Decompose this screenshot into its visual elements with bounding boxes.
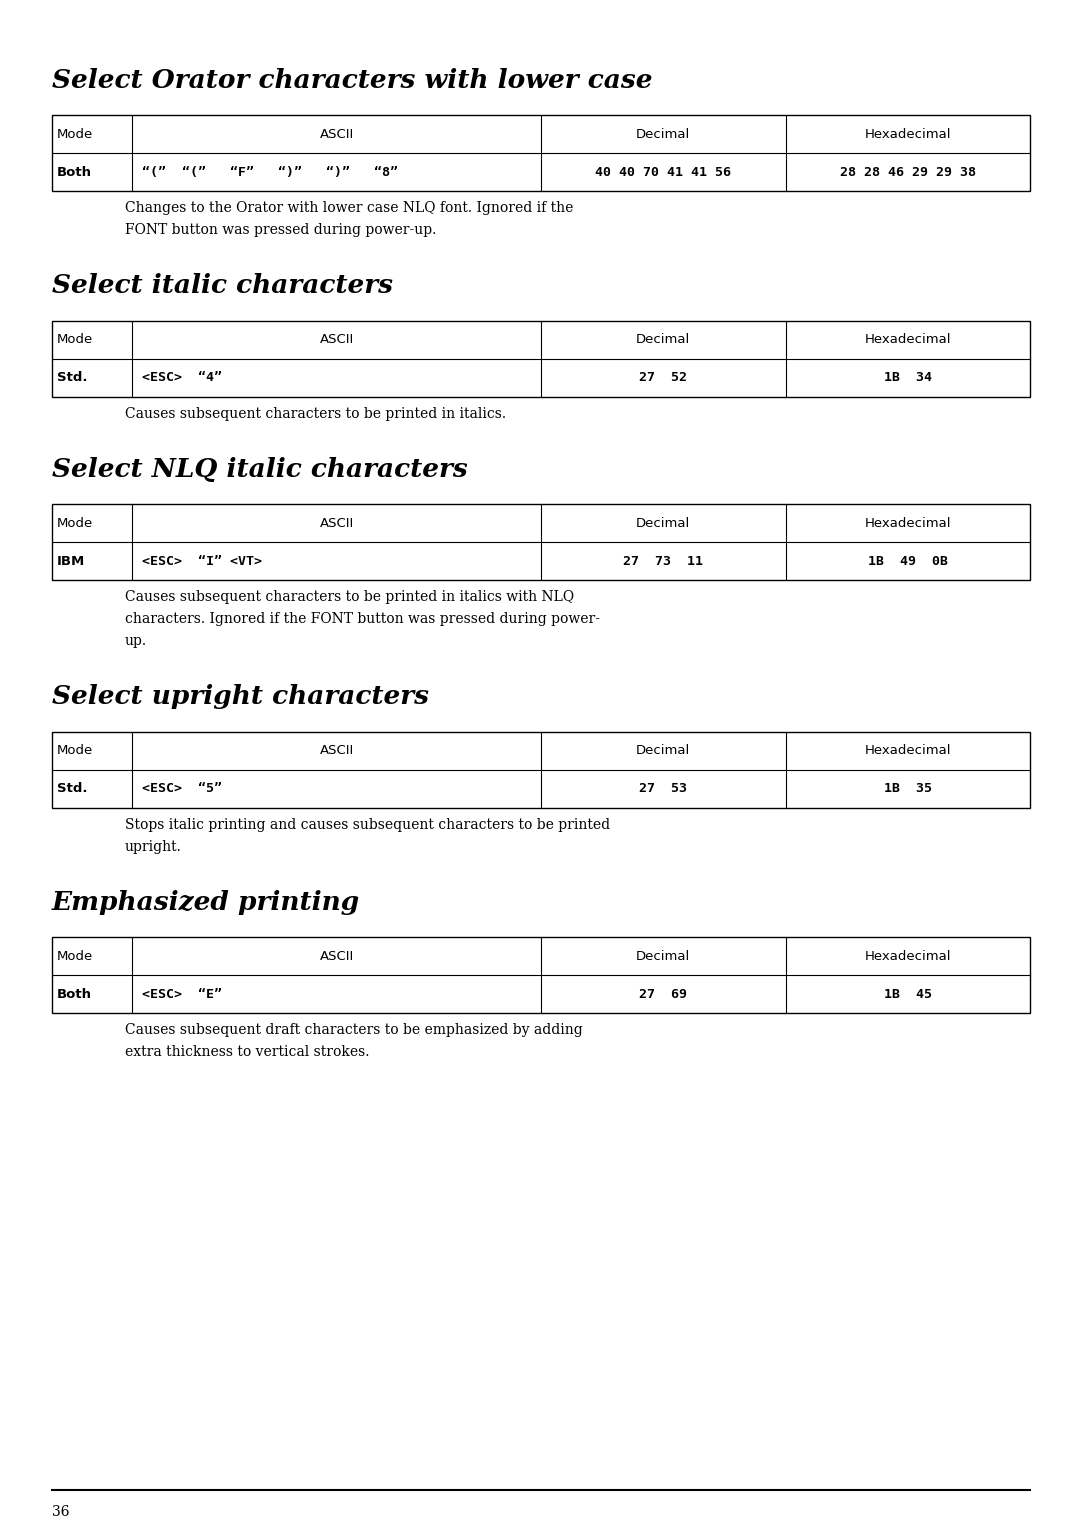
Text: “(”  “(”   “F”   “)”   “)”   “8”: “(” “(” “F” “)” “)” “8” (143, 166, 399, 179)
Text: Hexadecimal: Hexadecimal (864, 745, 951, 757)
Text: 1B  35: 1B 35 (883, 782, 932, 796)
Text: 1B  49  0B: 1B 49 0B (867, 555, 948, 567)
Text: <ESC>  “4”: <ESC> “4” (143, 371, 222, 385)
Text: FONT button was pressed during power-up.: FONT button was pressed during power-up. (125, 224, 436, 238)
Text: <ESC>  “I” <VT>: <ESC> “I” <VT> (143, 555, 262, 567)
Text: 1B  45: 1B 45 (883, 987, 932, 1001)
Text: Select italic characters: Select italic characters (52, 273, 393, 299)
Text: Hexadecimal: Hexadecimal (864, 127, 951, 141)
Text: ASCII: ASCII (320, 950, 354, 963)
Text: Decimal: Decimal (636, 745, 690, 757)
Text: IBM: IBM (57, 555, 85, 567)
Bar (52, 320, 1030, 397)
Text: Causes subsequent draft characters to be emphasized by adding: Causes subsequent draft characters to be… (125, 1023, 583, 1038)
Bar (52, 115, 1030, 192)
Text: Hexadecimal: Hexadecimal (864, 517, 951, 530)
Text: Select Orator characters with lower case: Select Orator characters with lower case (52, 67, 652, 94)
Text: Both: Both (57, 987, 92, 1001)
Text: <ESC>  “5”: <ESC> “5” (143, 782, 222, 796)
Text: Hexadecimal: Hexadecimal (864, 950, 951, 963)
Text: Mode: Mode (57, 950, 93, 963)
Text: Decimal: Decimal (636, 127, 690, 141)
Text: Decimal: Decimal (636, 333, 690, 346)
Text: characters. Ignored if the FONT button was pressed during power-: characters. Ignored if the FONT button w… (125, 612, 600, 627)
Text: Hexadecimal: Hexadecimal (864, 333, 951, 346)
Text: extra thickness to vertical strokes.: extra thickness to vertical strokes. (125, 1046, 369, 1059)
Text: Emphasized printing: Emphasized printing (52, 889, 361, 915)
Text: 40 40 70 41 41 56: 40 40 70 41 41 56 (595, 166, 731, 179)
Text: 28 28 46 29 29 38: 28 28 46 29 29 38 (840, 166, 975, 179)
Text: Decimal: Decimal (636, 950, 690, 963)
Text: Mode: Mode (57, 127, 93, 141)
Text: ASCII: ASCII (320, 333, 354, 346)
Text: 27  69: 27 69 (639, 987, 687, 1001)
Text: 27  73  11: 27 73 11 (623, 555, 703, 567)
Text: ASCII: ASCII (320, 745, 354, 757)
Text: ASCII: ASCII (320, 517, 354, 530)
Text: Select upright characters: Select upright characters (52, 684, 429, 710)
Text: Causes subsequent characters to be printed in italics with NLQ: Causes subsequent characters to be print… (125, 590, 575, 604)
Text: Mode: Mode (57, 333, 93, 346)
Text: Std.: Std. (57, 371, 87, 385)
Text: Std.: Std. (57, 782, 87, 796)
Text: Mode: Mode (57, 745, 93, 757)
Text: <ESC>  “E”: <ESC> “E” (143, 987, 222, 1001)
Text: Decimal: Decimal (636, 517, 690, 530)
Bar (52, 731, 1030, 808)
Text: Both: Both (57, 166, 92, 179)
Bar (52, 937, 1030, 1013)
Text: up.: up. (125, 635, 147, 648)
Text: Stops italic printing and causes subsequent characters to be printed: Stops italic printing and causes subsequ… (125, 817, 610, 832)
Bar (52, 504, 1030, 581)
Text: 1B  34: 1B 34 (883, 371, 932, 385)
Text: 27  52: 27 52 (639, 371, 687, 385)
Text: ASCII: ASCII (320, 127, 354, 141)
Text: 36: 36 (52, 1505, 69, 1519)
Text: Causes subsequent characters to be printed in italics.: Causes subsequent characters to be print… (125, 406, 507, 422)
Text: Mode: Mode (57, 517, 93, 530)
Text: Select NLQ italic characters: Select NLQ italic characters (52, 457, 468, 481)
Text: upright.: upright. (125, 840, 181, 854)
Text: Changes to the Orator with lower case NLQ font. Ignored if the: Changes to the Orator with lower case NL… (125, 201, 573, 216)
Text: 27  53: 27 53 (639, 782, 687, 796)
